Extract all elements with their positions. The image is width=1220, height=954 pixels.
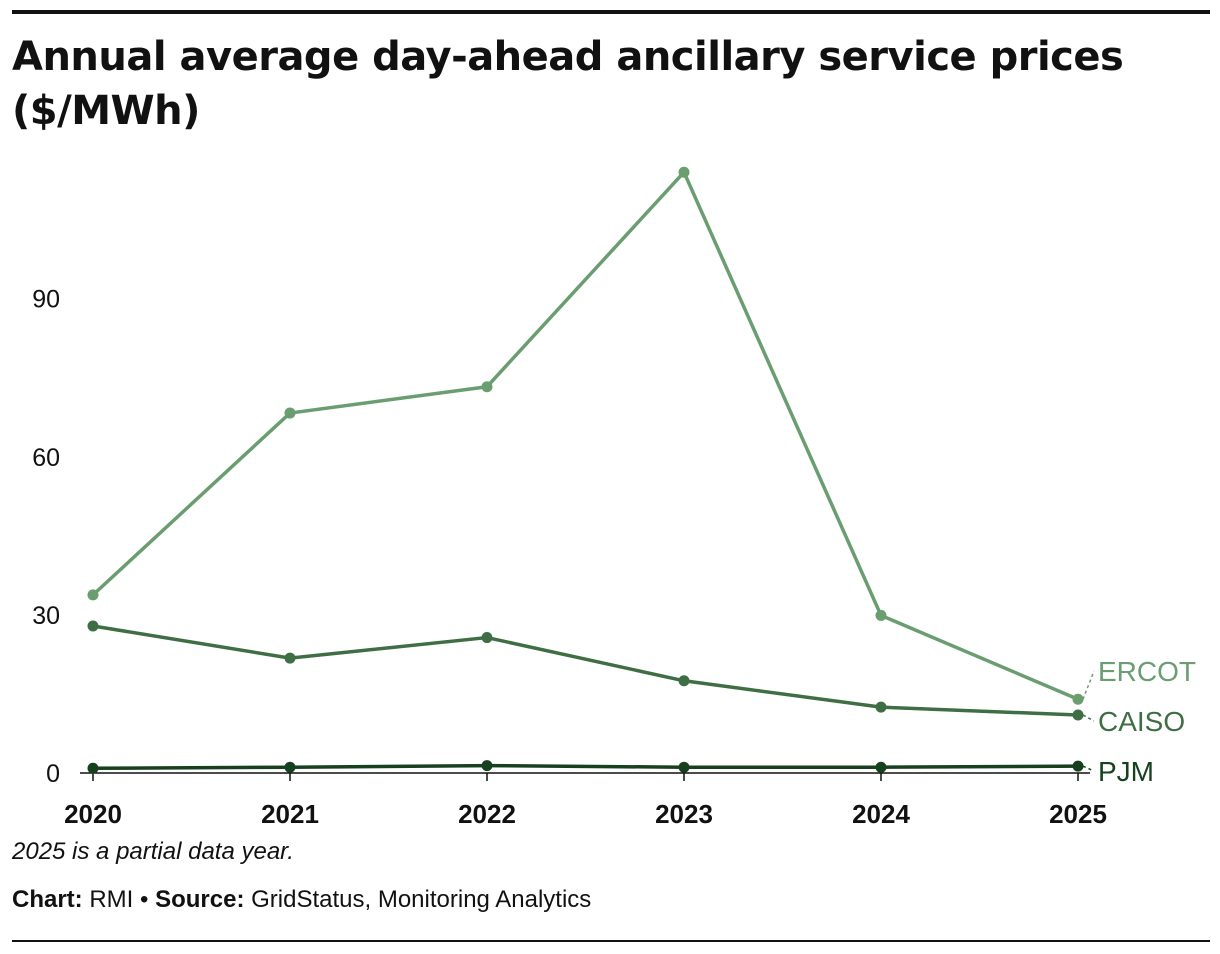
data-point-caiso <box>87 620 99 632</box>
y-tick-label: 90 <box>32 286 60 314</box>
series-labels: ERCOT CAISO PJM <box>1082 656 1196 787</box>
x-tick-label: 2021 <box>261 799 319 829</box>
data-point-caiso <box>875 701 887 713</box>
data-point-caiso <box>678 675 690 687</box>
series-label-caiso: CAISO <box>1098 706 1185 737</box>
credit-separator: • <box>133 886 156 913</box>
label-leader-caiso <box>1082 714 1095 722</box>
data-point-ercot <box>284 407 296 419</box>
top-rule <box>12 10 1210 14</box>
line-chart: 0 30 60 90 2020 2021 2022 2023 2024 2025 ERCOT CA… <box>32 166 1196 829</box>
data-point-ercot <box>481 381 493 393</box>
data-point-caiso <box>481 632 493 644</box>
data-point-caiso <box>1072 709 1084 721</box>
data-point-pjm <box>481 760 493 772</box>
x-tick-label: 2020 <box>64 799 122 829</box>
series-line-ercot <box>91 170 1079 701</box>
data-point-pjm <box>1072 760 1084 772</box>
series-label-ercot: ERCOT <box>1098 656 1196 687</box>
y-tick-label: 30 <box>32 602 60 630</box>
chart-credit-label: Chart: <box>12 886 83 913</box>
x-tick-label: 2025 <box>1049 799 1107 829</box>
data-point-ercot <box>875 609 887 621</box>
source-line: Chart: RMI • Source: GridStatus, Monitor… <box>12 886 591 914</box>
x-tick-label: 2022 <box>458 799 516 829</box>
data-point-ercot <box>1072 693 1084 705</box>
data-point-pjm <box>875 761 887 773</box>
x-tick-label: 2024 <box>852 799 910 829</box>
series-lines <box>87 166 1084 774</box>
source-label: Source: <box>155 886 245 913</box>
data-point-pjm <box>678 761 690 773</box>
source-value: GridStatus, Monitoring Analytics <box>251 886 592 913</box>
data-point-pjm <box>284 761 296 773</box>
label-leader-ercot <box>1082 670 1095 700</box>
data-point-ercot <box>87 589 99 601</box>
series-line-pjm <box>92 763 1079 771</box>
y-axis: 0 30 60 90 <box>32 286 60 788</box>
data-point-caiso <box>284 652 296 664</box>
label-leader-pjm <box>1082 765 1095 772</box>
bottom-rule <box>12 940 1210 942</box>
y-tick-label: 60 <box>32 444 60 472</box>
y-tick-label: 0 <box>46 760 60 788</box>
chart-title: Annual average day-ahead ancillary servi… <box>12 34 1124 134</box>
chart-credit-value: RMI <box>89 886 134 913</box>
data-point-ercot <box>678 166 690 178</box>
series-label-pjm: PJM <box>1098 756 1154 787</box>
data-point-pjm <box>87 762 99 774</box>
x-tick-label: 2023 <box>655 799 713 829</box>
chart-note: 2025 is a partial data year. <box>12 838 294 865</box>
x-axis: 2020 2021 2022 2023 2024 2025 <box>64 772 1107 829</box>
series-line-caiso <box>92 624 1079 717</box>
